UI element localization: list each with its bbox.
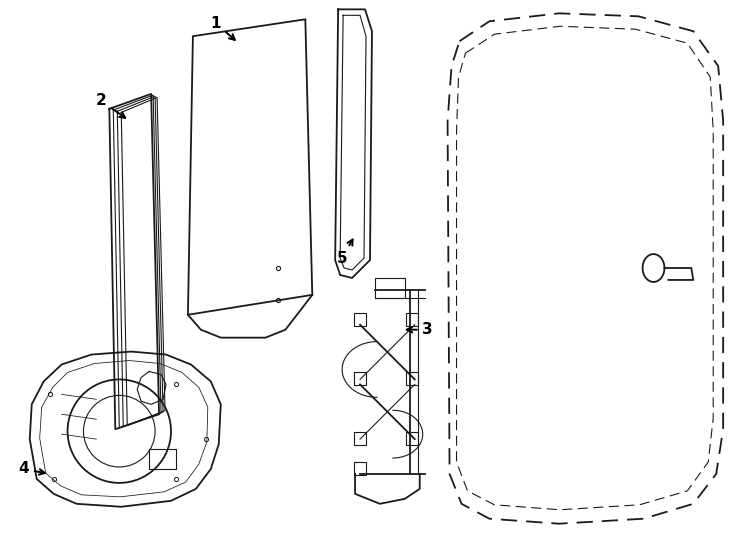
Polygon shape bbox=[354, 313, 366, 326]
Polygon shape bbox=[406, 432, 418, 445]
Polygon shape bbox=[354, 373, 366, 386]
Polygon shape bbox=[354, 432, 366, 445]
Polygon shape bbox=[354, 462, 366, 475]
Text: 2: 2 bbox=[96, 93, 126, 118]
Text: 3: 3 bbox=[407, 322, 433, 337]
Polygon shape bbox=[406, 373, 418, 386]
Text: 1: 1 bbox=[211, 16, 235, 40]
Polygon shape bbox=[375, 278, 405, 298]
Text: 4: 4 bbox=[18, 462, 45, 476]
Polygon shape bbox=[406, 313, 418, 326]
Text: 5: 5 bbox=[337, 240, 352, 266]
